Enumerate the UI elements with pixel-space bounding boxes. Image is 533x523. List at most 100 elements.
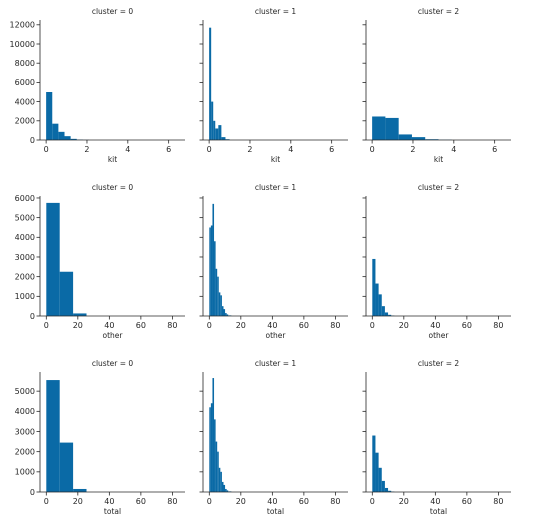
y-tick-label: 2000 <box>15 117 35 126</box>
panel-title: cluster = 1 <box>255 7 297 16</box>
histogram-bar <box>218 125 222 140</box>
histogram-bar <box>64 136 71 140</box>
histogram-bar <box>388 314 392 316</box>
x-axis-label: kit <box>434 155 443 164</box>
x-axis-label: other <box>266 331 287 340</box>
x-tick-label: 2 <box>84 145 89 154</box>
facet-panel-r2-c0: 0 1000 2000 3000 4000 5000 0 20 40 60 80 total clust… <box>15 359 185 516</box>
x-tick-label: 20 <box>236 497 246 506</box>
x-axis-label: kit <box>108 155 117 164</box>
panel-title: cluster = 1 <box>255 183 297 192</box>
y-tick-label: 2000 <box>15 447 35 456</box>
histogram-bar <box>215 441 218 492</box>
histogram-bar <box>381 480 385 492</box>
y-tick-label: 3000 <box>15 253 35 262</box>
x-tick-label: 0 <box>370 497 375 506</box>
panel-title: cluster = 2 <box>418 183 460 192</box>
panel-title: cluster = 0 <box>92 7 134 16</box>
panel-title: cluster = 2 <box>418 359 460 368</box>
histogram-bar <box>46 202 60 316</box>
panel-title: cluster = 1 <box>255 359 297 368</box>
x-tick-label: 4 <box>125 145 130 154</box>
y-tick-label: 2000 <box>15 272 35 281</box>
x-tick-label: 60 <box>462 497 472 506</box>
histogram-bar <box>215 128 219 140</box>
x-tick-label: 20 <box>399 321 409 330</box>
histogram-bar <box>215 268 218 316</box>
histogram-bar <box>384 487 389 492</box>
histogram-bar <box>46 380 60 492</box>
histogram-bar <box>210 225 213 316</box>
histogram-bar <box>59 442 74 492</box>
x-tick-label: 60 <box>136 497 146 506</box>
y-tick-label: 5000 <box>15 387 35 396</box>
histogram-bar <box>46 92 53 140</box>
facet-panel-r0-c1: 0 2 4 6 kit cluster = 1 <box>199 7 348 164</box>
histogram-bar <box>411 137 426 140</box>
histogram-bar <box>372 116 386 140</box>
y-tick-label: 6000 <box>15 78 35 87</box>
x-tick-label: 0 <box>370 145 375 154</box>
x-axis-label: total <box>430 507 447 516</box>
histogram-bar <box>217 276 219 316</box>
panel-title: cluster = 0 <box>92 359 134 368</box>
x-tick-label: 4 <box>288 145 293 154</box>
y-tick-label: 3000 <box>15 427 35 436</box>
x-tick-label: 4 <box>451 145 456 154</box>
x-tick-label: 40 <box>430 321 440 330</box>
histogram-bar <box>388 490 392 492</box>
facet-panel-r0-c2: 0 2 4 6 kit cluster = 2 <box>362 7 511 164</box>
histogram-bar <box>378 294 382 316</box>
facet-panel-r2-c1: 0 20 40 60 80 total cluster = 1 <box>199 359 348 516</box>
x-tick-label: 80 <box>330 497 340 506</box>
histogram-bar <box>385 117 399 140</box>
x-tick-label: 80 <box>493 321 503 330</box>
histogram-bar <box>212 203 215 316</box>
histogram-bar <box>384 312 389 316</box>
histogram-bar <box>223 484 226 492</box>
histogram-bar <box>378 467 382 492</box>
x-tick-label: 80 <box>167 321 177 330</box>
histogram-bar <box>221 306 224 316</box>
x-tick-label: 40 <box>104 497 114 506</box>
x-tick-label: 60 <box>462 321 472 330</box>
histogram-bar <box>73 313 87 316</box>
histogram-bar <box>209 407 211 492</box>
facet-panel-r1-c2: 0 20 40 60 80 other cluster = 2 <box>362 183 511 340</box>
x-tick-label: 60 <box>136 321 146 330</box>
x-tick-label: 0 <box>44 497 49 506</box>
histogram-bar <box>221 137 226 140</box>
histogram-bar <box>209 27 212 140</box>
x-axis-label: total <box>104 507 121 516</box>
y-tick-label: 4000 <box>15 407 35 416</box>
x-tick-label: 0 <box>207 145 212 154</box>
y-tick-label: 0 <box>30 312 35 321</box>
x-tick-label: 20 <box>73 321 83 330</box>
histogram-bar <box>214 241 216 316</box>
histogram-bar <box>217 451 219 492</box>
histogram-bar <box>375 283 379 316</box>
x-tick-label: 0 <box>370 321 375 330</box>
histogram-bar <box>218 292 221 316</box>
histogram-bar <box>372 435 376 492</box>
histogram-bar <box>372 258 376 316</box>
y-tick-label: 6000 <box>15 194 35 203</box>
histogram-bar <box>218 467 221 492</box>
histogram-bar <box>398 134 412 140</box>
x-tick-label: 20 <box>73 497 83 506</box>
panel-title: cluster = 2 <box>418 7 460 16</box>
x-axis-label: total <box>267 507 284 516</box>
histogram-bar <box>375 452 379 492</box>
y-tick-label: 1000 <box>15 468 35 477</box>
y-tick-label: 10000 <box>10 40 35 49</box>
y-tick-label: 0 <box>30 136 35 145</box>
x-tick-label: 40 <box>104 321 114 330</box>
histogram-bar <box>212 378 215 492</box>
x-tick-label: 80 <box>493 497 503 506</box>
x-tick-label: 6 <box>329 145 334 154</box>
x-axis-label: other <box>429 331 450 340</box>
x-tick-label: 80 <box>167 497 177 506</box>
x-tick-label: 6 <box>492 145 497 154</box>
x-tick-label: 60 <box>299 321 309 330</box>
